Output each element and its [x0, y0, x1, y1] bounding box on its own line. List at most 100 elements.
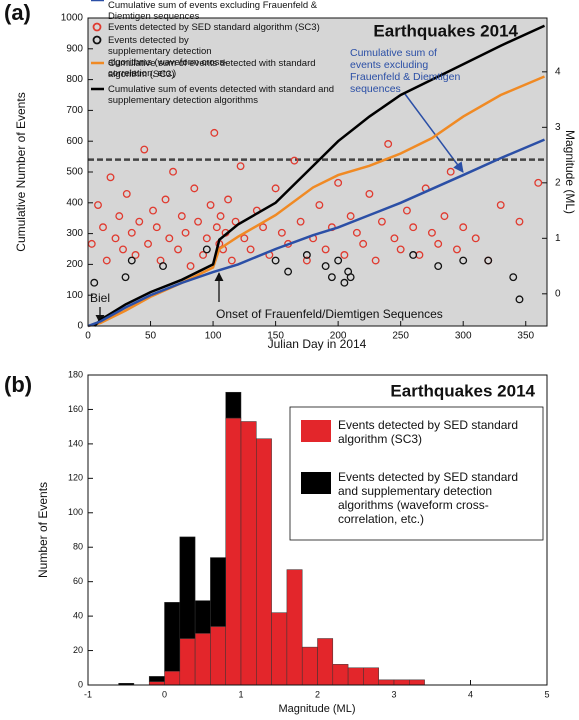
event-marker: [290, 156, 299, 165]
event-marker: [352, 228, 361, 237]
event-marker: [165, 234, 174, 243]
y-tick-label: 800: [66, 74, 83, 85]
event-marker: [371, 256, 380, 265]
y-tick-label: 0: [77, 321, 83, 332]
event-marker: [346, 212, 355, 221]
event-marker: [227, 256, 236, 265]
y-tick-label: 700: [66, 105, 83, 116]
x-tick-label: 1: [238, 689, 243, 699]
event-marker: [121, 273, 130, 282]
histogram-bar: [210, 557, 226, 627]
y-tick-label: 300: [66, 228, 83, 239]
y-tick-label: 1000: [61, 13, 84, 24]
plot-frame: [87, 17, 548, 327]
event-marker: [271, 184, 280, 193]
legend-label: Events detected by SED standard algorith…: [338, 418, 519, 446]
event-marker: [390, 234, 399, 243]
event-marker: [131, 251, 140, 259]
event-marker: [246, 245, 255, 254]
cumulative-line: [87, 75, 545, 328]
histogram-bar: [301, 646, 318, 686]
event-marker: [271, 256, 280, 265]
event-marker: [396, 245, 405, 254]
legend-label: Cumulative sum of events detected with s…: [108, 58, 316, 80]
event-marker: [202, 245, 211, 254]
event-marker: [302, 251, 311, 259]
histogram-bar: [271, 612, 288, 686]
y-tick-label: 40: [73, 610, 83, 620]
legend-label: Events detected by SED standard algorith…: [108, 22, 320, 33]
event-marker: [216, 212, 225, 221]
y-tick-label: 180: [68, 369, 83, 379]
histogram-bar: [194, 600, 211, 634]
panel-label: (a): [4, 0, 31, 25]
event-marker: [365, 189, 374, 198]
histogram-bar: [148, 681, 165, 686]
event-marker: [359, 239, 368, 248]
histogram-bar: [210, 626, 226, 686]
histogram-bar: [256, 438, 272, 686]
event-marker: [127, 256, 136, 265]
y-axis-label: Number of Events: [36, 482, 50, 578]
y-tick-label: 400: [66, 197, 83, 208]
event-marker: [152, 223, 161, 232]
legend-swatch: [301, 420, 331, 442]
x-tick-label: -1: [84, 689, 92, 699]
x-tick-label: 350: [517, 331, 534, 342]
event-marker: [94, 201, 102, 209]
event-marker: [144, 239, 152, 248]
event-marker: [459, 256, 468, 265]
event-marker: [199, 251, 208, 259]
y-tick-label: 0: [78, 679, 83, 689]
histogram-bar: [378, 679, 395, 686]
histogram-bar: [317, 638, 334, 686]
legend-swatch: [92, 35, 102, 45]
event-marker: [402, 206, 411, 215]
histogram-bar: [194, 633, 211, 686]
x-axis-label: Julian Day in 2014: [268, 337, 367, 351]
annotation: Biel: [90, 291, 110, 305]
y-axis-label: Cumulative Number of Events: [14, 92, 28, 251]
y-tick-label: 100: [68, 507, 83, 517]
event-marker: [259, 223, 268, 232]
event-marker: [284, 267, 293, 276]
event-marker: [340, 251, 349, 259]
y2-tick-label: 2: [555, 177, 561, 188]
event-marker: [119, 245, 127, 254]
event-marker: [102, 256, 111, 265]
event-marker: [459, 223, 468, 232]
y-tick-label: 120: [68, 473, 83, 483]
legend-label: Cumulative sum of events detected with s…: [108, 84, 335, 106]
event-marker: [334, 256, 343, 265]
histogram-bar: [225, 391, 242, 419]
y-tick-label: 160: [68, 404, 83, 414]
event-marker: [224, 195, 233, 204]
event-marker: [334, 178, 343, 187]
event-marker: [181, 228, 190, 237]
y-tick-label: 20: [73, 645, 83, 655]
y-tick-label: 140: [68, 438, 83, 448]
annotation: Onset of Frauenfeld/Diemtigen Sequences: [216, 307, 443, 321]
chart-title: Earthquakes 2014: [390, 381, 535, 400]
histogram-bar: [286, 569, 303, 686]
plot-frame: [87, 374, 548, 686]
histogram-bar: [148, 676, 165, 682]
histogram-bar: [164, 602, 181, 672]
event-marker: [509, 273, 518, 282]
event-marker: [434, 239, 443, 248]
y2-tick-label: 0: [555, 288, 561, 299]
event-marker: [484, 256, 493, 265]
event-marker: [471, 234, 480, 243]
event-marker: [496, 201, 505, 209]
event-marker: [177, 212, 186, 221]
histogram-bar: [179, 638, 196, 686]
event-marker: [377, 217, 386, 226]
legend-label: Events detected by SED standard and supp…: [338, 470, 519, 526]
legend-swatch: [301, 472, 331, 494]
x-tick-label: 250: [392, 331, 409, 342]
histogram-bar: [164, 670, 181, 686]
event-marker: [99, 223, 107, 232]
event-marker: [327, 273, 336, 282]
event-marker: [515, 217, 524, 226]
event-marker: [127, 228, 136, 237]
